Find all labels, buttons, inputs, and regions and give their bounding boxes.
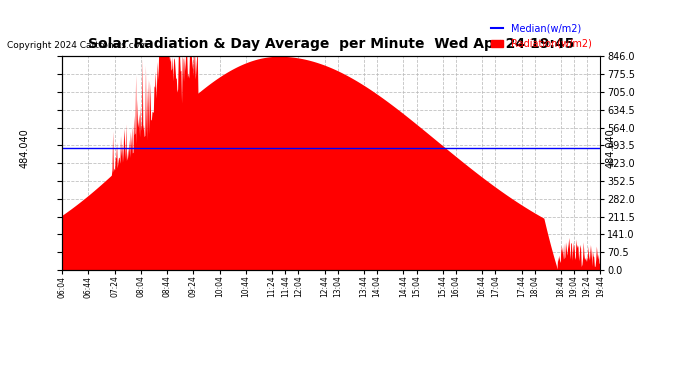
- Title: Solar Radiation & Day Average  per Minute  Wed Apr 24 19:45: Solar Radiation & Day Average per Minute…: [88, 37, 574, 51]
- Legend: Median(w/m2), Radiation(w/m2): Median(w/m2), Radiation(w/m2): [487, 20, 595, 53]
- Text: 484.040: 484.040: [19, 128, 30, 168]
- Text: 484.040: 484.040: [606, 128, 615, 168]
- Text: Copyright 2024 Cartronics.com: Copyright 2024 Cartronics.com: [7, 41, 148, 50]
